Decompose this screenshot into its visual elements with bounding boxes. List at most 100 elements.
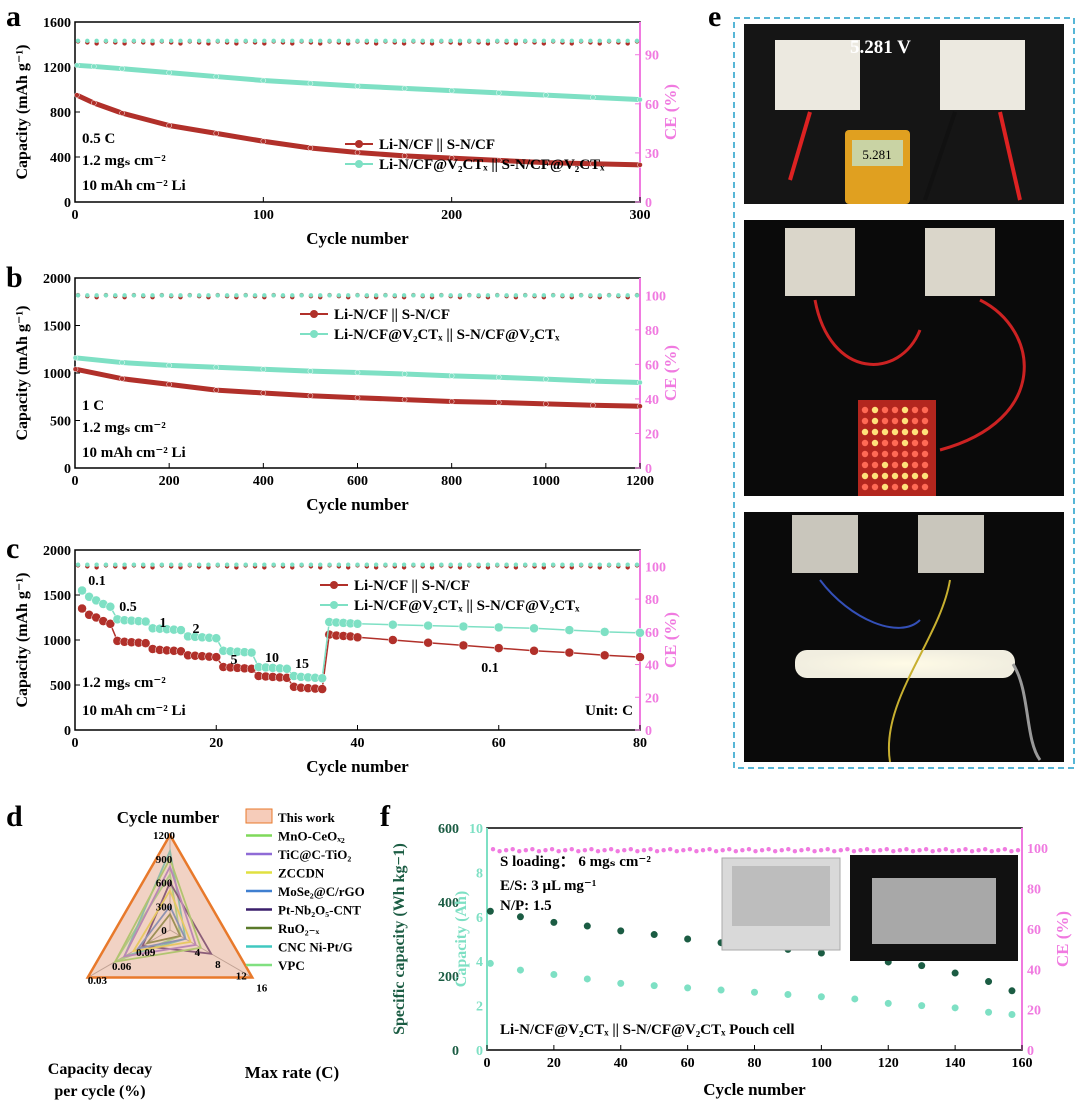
capacity-point: [119, 375, 125, 382]
capacity-point: [751, 988, 758, 996]
capacity-point: [543, 376, 549, 382]
ce-point: [687, 847, 693, 852]
ce-point: [845, 847, 850, 852]
ce-point: [75, 293, 81, 298]
led-dot: [901, 406, 909, 414]
capacity-point: [583, 975, 591, 983]
capacity-point: [884, 999, 892, 1007]
ce-point: [904, 847, 909, 852]
pouch-cell-right: [940, 40, 1025, 110]
capacity-point: [951, 1004, 959, 1012]
ce-point: [94, 293, 99, 298]
capacity-point: [352, 632, 363, 643]
capacity-point: [448, 398, 455, 405]
ce-point: [513, 562, 519, 567]
ce-point: [299, 293, 304, 298]
ce-point: [982, 847, 988, 852]
annotation-text: E/S: 3 μL mg⁻¹: [500, 878, 596, 894]
led-dot: [881, 450, 889, 458]
annotation-text: 10 mAh cm⁻² Li: [82, 178, 186, 194]
ce-point: [503, 848, 509, 853]
y2-tick-label: 30: [645, 147, 659, 162]
capacity-point: [486, 959, 494, 967]
y2-tick-label: 80: [1027, 883, 1041, 898]
annotation-text: 1.2 mgₛ cm⁻²: [82, 153, 166, 169]
ce-point: [950, 849, 955, 854]
y-axis-title: Capacity (mAh g⁻¹): [14, 572, 31, 707]
capacity-series-line: [75, 92, 641, 168]
ce-point: [345, 293, 351, 298]
led-dot: [921, 472, 929, 480]
ce-point: [439, 293, 444, 298]
voltage-label: 5.281 V: [850, 37, 911, 58]
capacity-point: [448, 155, 455, 161]
radar-axis-cycle: Cycle number: [117, 808, 220, 827]
ce-point: [467, 293, 472, 298]
ce-point: [122, 562, 127, 567]
radar-tick: 4: [195, 947, 201, 959]
radar-series: [144, 912, 182, 945]
ce-point: [625, 562, 630, 567]
ce-point: [290, 38, 295, 44]
radar-tick: 0.03: [88, 975, 108, 987]
ce-point: [589, 847, 594, 852]
capacity-point: [423, 637, 433, 648]
ce-point: [608, 847, 614, 852]
ce-point: [113, 38, 118, 44]
ce-point: [196, 293, 202, 298]
y2-tick-label: 0: [645, 462, 652, 477]
led-dot: [871, 406, 879, 414]
y2-tick-label: 40: [645, 393, 659, 408]
lamp-tube: [795, 650, 1015, 678]
capacity-point: [635, 652, 645, 662]
capacity-point: [307, 80, 314, 87]
led-dot: [871, 439, 879, 447]
ce-point: [543, 848, 548, 853]
panel-label-c: c: [6, 532, 19, 565]
led-dot: [871, 450, 879, 458]
x-tick-label: 200: [159, 474, 180, 489]
ce-point: [654, 849, 660, 854]
led-dot: [861, 428, 869, 436]
y2-tick-label: 60: [645, 98, 659, 113]
capacity-point: [74, 62, 80, 69]
panel-label-f: f: [380, 800, 391, 833]
ce-point: [910, 849, 916, 854]
radar-legend-entry: VPC: [278, 958, 305, 973]
ce-point: [956, 848, 962, 853]
led-dot: [881, 406, 889, 414]
ce-point: [355, 293, 360, 298]
ce-point: [364, 38, 370, 44]
ce-point: [523, 848, 529, 853]
y-tick-label: 2000: [43, 544, 71, 559]
ce-point: [318, 38, 323, 44]
radar-spoke: [87, 929, 171, 978]
specific-capacity-point: [684, 935, 692, 943]
ce-point: [616, 562, 621, 567]
ce-point: [401, 293, 407, 298]
ce-point: [517, 849, 522, 854]
capacity-point: [1008, 1010, 1016, 1018]
specific-capacity-point: [1008, 987, 1016, 995]
specific-capacity-point: [550, 918, 558, 926]
capacity-point: [166, 122, 172, 129]
capacity-point: [176, 646, 186, 656]
ce-point: [308, 293, 314, 298]
meter-reading: 5.281: [862, 147, 891, 162]
capacity-point: [401, 396, 408, 403]
ce-point: [485, 562, 491, 567]
ce-point: [420, 293, 425, 298]
radar-series: [85, 832, 255, 979]
x-axis-title: Cycle number: [306, 495, 409, 514]
capacity-point: [401, 371, 408, 377]
ce-point: [113, 562, 118, 567]
radar-tick: 1200: [153, 830, 176, 842]
ce-point: [411, 293, 416, 298]
ce-point: [523, 38, 528, 44]
ce-point: [131, 293, 137, 298]
capacity-point: [494, 643, 504, 653]
y-tick-label: 500: [50, 415, 71, 430]
ce-point: [187, 293, 192, 298]
ymid-tick-label: 6: [476, 911, 483, 926]
